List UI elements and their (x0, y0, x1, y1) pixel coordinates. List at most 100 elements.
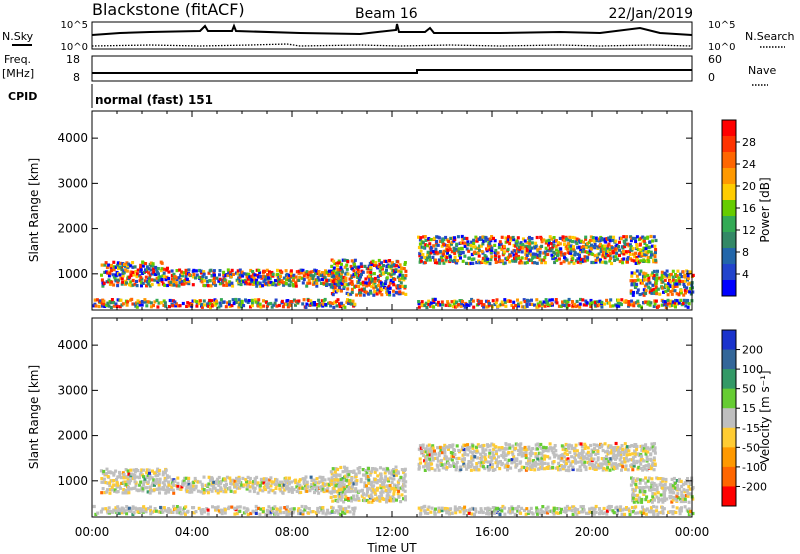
range-cell (588, 462, 591, 466)
range-cell (485, 512, 489, 516)
range-cell (272, 303, 276, 307)
range-cell (575, 299, 579, 304)
range-cell (258, 488, 262, 492)
range-cell (419, 508, 423, 512)
range-cell (519, 460, 523, 464)
range-cell (264, 487, 267, 492)
range-cell (601, 260, 605, 264)
range-cell (455, 242, 459, 246)
range-cell (642, 301, 646, 305)
range-cell (337, 493, 341, 497)
range-cell (653, 492, 657, 496)
range-cell (123, 262, 126, 267)
range-cell (136, 299, 140, 303)
range-cell (384, 469, 388, 473)
range-cell (571, 460, 575, 464)
range-cell (687, 500, 691, 504)
range-cell (482, 239, 486, 243)
range-cell (543, 256, 547, 260)
range-cell (453, 255, 457, 259)
range-cell (344, 469, 348, 473)
range-cell (330, 264, 334, 268)
range-cell (419, 512, 423, 516)
range-cell (332, 277, 336, 281)
range-cell (208, 478, 212, 483)
range-cell (576, 257, 580, 261)
range-cell (620, 468, 623, 472)
range-cell (520, 261, 524, 265)
range-cell (627, 300, 631, 304)
range-cell (511, 259, 515, 263)
range-cell (138, 274, 142, 278)
range-cell (249, 305, 252, 309)
range-cell (370, 480, 374, 484)
range-cell (579, 459, 583, 463)
range-cell (301, 512, 305, 516)
range-cell (520, 465, 524, 469)
range-cell (315, 278, 319, 282)
range-cell (435, 239, 439, 244)
range-cell (379, 479, 383, 483)
range-cell (487, 246, 491, 250)
range-cell (574, 259, 578, 263)
range-cell (653, 451, 657, 455)
range-cell (673, 284, 677, 288)
range-cell (364, 469, 368, 473)
range-cell (238, 268, 242, 272)
range-cell (314, 480, 318, 484)
range-cell (398, 292, 402, 296)
range-cell (149, 261, 153, 265)
range-cell (329, 304, 333, 308)
range-cell (155, 268, 159, 272)
range-cell (539, 442, 543, 447)
range-cell (649, 452, 653, 456)
range-cell (612, 235, 616, 239)
range-cell (118, 473, 122, 477)
range-cell (347, 473, 351, 477)
range-cell (661, 500, 665, 504)
range-cell (395, 284, 399, 288)
range-cell (224, 485, 228, 489)
range-cell (122, 476, 126, 480)
range-cell (670, 292, 674, 296)
range-cell (472, 257, 476, 261)
range-cell (663, 486, 667, 490)
range-cell (168, 510, 172, 514)
range-cell (218, 301, 222, 305)
range-cell (175, 284, 179, 288)
range-cell (494, 449, 498, 453)
range-cell (156, 467, 160, 471)
range-cell (333, 495, 337, 499)
range-cell (552, 250, 556, 254)
range-cell (136, 507, 140, 511)
range-cell (481, 259, 485, 263)
range-cell (275, 509, 279, 514)
range-cell (451, 464, 455, 468)
range-cell (145, 304, 149, 308)
range-cell (401, 479, 405, 483)
range-cell (573, 236, 577, 240)
range-cell (637, 465, 641, 469)
range-cell (540, 512, 543, 516)
range-cell (130, 472, 134, 476)
range-cell (331, 286, 335, 290)
range-cell (687, 507, 691, 511)
range-cell (131, 261, 135, 265)
range-cell (576, 260, 580, 264)
range-cell (599, 249, 603, 253)
range-cell (382, 271, 385, 275)
range-cell (395, 498, 398, 502)
range-cell (474, 507, 478, 511)
range-cell (463, 244, 467, 248)
range-cell (402, 482, 406, 486)
range-cell (424, 464, 428, 468)
range-cell (499, 242, 503, 246)
range-cell (503, 457, 507, 462)
range-cell (660, 270, 664, 274)
range-cell (301, 302, 305, 306)
range-cell (433, 509, 437, 513)
range-cell (684, 304, 688, 308)
range-cell (626, 260, 629, 264)
range-cell (584, 235, 588, 239)
range-cell (573, 510, 577, 514)
